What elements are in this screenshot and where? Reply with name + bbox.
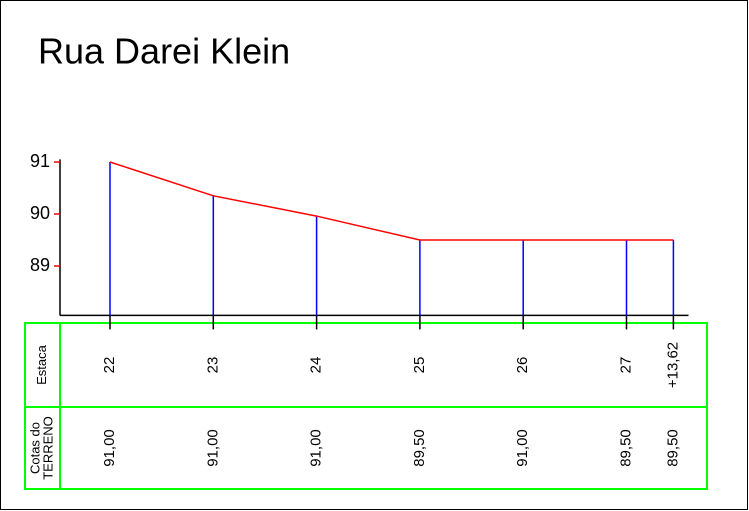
x-tick-label: 22 [101, 357, 118, 374]
x-tick-label: 26 [514, 357, 531, 374]
x-tick-label: 23 [204, 357, 221, 374]
row-label: Estaca [34, 344, 49, 385]
table-value: 89,50 [411, 429, 428, 467]
y-tick-label: 90 [30, 203, 50, 223]
table-row [24, 406, 708, 490]
row-label: Cotas do [27, 422, 42, 474]
y-tick-label: 89 [30, 255, 50, 275]
x-tick-label: +13,62 [664, 342, 681, 388]
row-label: TERRENO [40, 416, 55, 480]
y-tick-label: 91 [30, 151, 50, 171]
x-tick-label: 27 [617, 357, 634, 374]
chart-title: Rua Darei Klein [38, 31, 290, 72]
table-value: 89,50 [617, 429, 634, 467]
x-tick-label: 25 [411, 357, 428, 374]
table-value: 89,50 [664, 429, 681, 467]
x-tick-label: 24 [308, 357, 325, 374]
profile-line [109, 161, 674, 241]
table-value: 91,00 [204, 429, 221, 467]
table-value: 91,00 [308, 429, 325, 467]
table-value: 91,00 [514, 429, 531, 467]
table-value: 91,00 [101, 429, 118, 467]
